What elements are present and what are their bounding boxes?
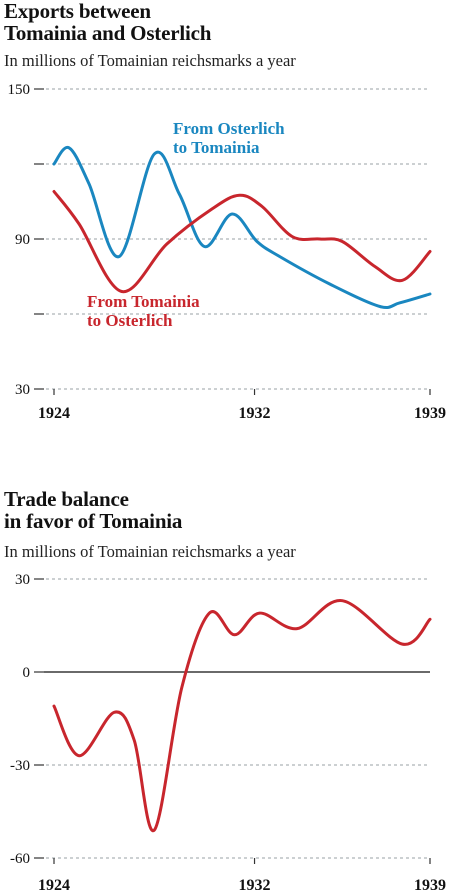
chart1-series-label-1: From Tomainia — [87, 292, 200, 311]
chart2-title-line2: in favor of Tomainia — [4, 509, 183, 533]
chart2-ytick-label: -60 — [10, 851, 30, 867]
chart2-ytick-label: -30 — [10, 758, 30, 774]
chart1-ytick-label: 90 — [15, 232, 30, 248]
chart1-series-line-1 — [52, 190, 432, 294]
chart1-series-label-1: to Osterlich — [87, 311, 173, 330]
chart1-series-line-0 — [52, 145, 432, 310]
chart2-xtick-label: 1932 — [239, 877, 271, 893]
chart2-subtitle: In millions of Tomainian reichsmarks a y… — [4, 542, 296, 561]
chart2-ytick-label: 0 — [23, 665, 31, 681]
chart1-ytick-label: 30 — [15, 382, 30, 398]
chart1-xtick-label: 1932 — [239, 405, 271, 422]
chart1-series-label-0: to Tomainia — [173, 138, 260, 157]
chart2-series-line-0 — [52, 599, 432, 832]
chart2-xtick-label: 1939 — [414, 877, 446, 893]
chart1-title-line1: Exports between — [4, 0, 151, 23]
chart1-title-line2: Tomainia and Osterlich — [4, 21, 212, 45]
chart2-xtick-label: 1924 — [38, 877, 70, 893]
chart2-title: Trade balance in favor of Tomainia — [4, 488, 182, 532]
chart2-ytick-label: 30 — [15, 572, 30, 588]
chart1-title: Exports between Tomainia and Osterlich — [4, 0, 211, 44]
chart1-ytick-label: 150 — [8, 82, 31, 98]
chart1-xtick-label: 1939 — [414, 405, 446, 422]
chart2-title-line1: Trade balance — [4, 487, 129, 511]
chart1-subtitle: In millions of Tomainian reichsmarks a y… — [4, 51, 296, 70]
chart1-xtick-label: 1924 — [38, 405, 70, 422]
chart1-series-label-0: From Osterlich — [173, 119, 285, 138]
chart2-plot: -60 -30 0 30 1924 1932 1939 — [10, 572, 446, 893]
